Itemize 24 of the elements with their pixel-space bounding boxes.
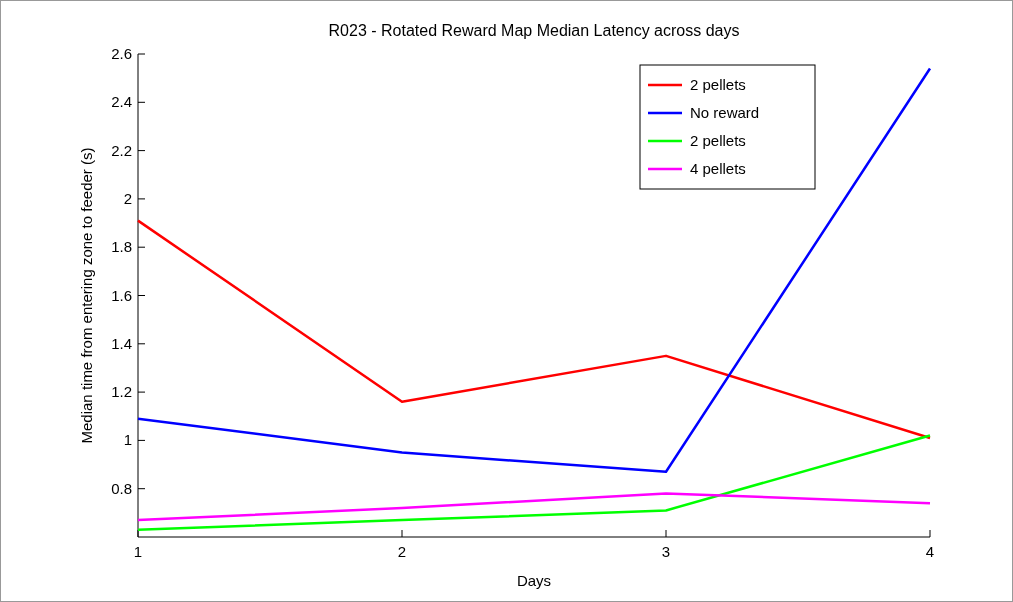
chart-title: R023 - Rotated Reward Map Median Latency across days (328, 22, 740, 39)
y-tick-label: 2 (123, 189, 132, 207)
y-tick-label: 1.2 (111, 383, 132, 401)
legend-label: No reward (690, 104, 760, 121)
x-axis-title: Days (516, 572, 552, 589)
legend-label: 2 pellets (690, 132, 746, 149)
x-tick-label: 4 (925, 543, 935, 560)
y-tick-label: 1.4 (111, 334, 132, 352)
line-series (136, 492, 932, 522)
line-series (136, 434, 932, 532)
y-axis-title: Median time from entering zone to feeder (s) (78, 147, 95, 444)
y-tick-label: 1.8 (111, 238, 132, 256)
line-series (136, 219, 932, 440)
y-tick-label: 1 (123, 431, 132, 449)
y-tick-label: 0.8 (111, 479, 132, 497)
x-tick-label: 3 (661, 543, 671, 560)
legend-label: 2 pellets (690, 76, 746, 93)
legend-label: 4 pellets (690, 160, 746, 177)
x-tick-label: 2 (397, 543, 407, 560)
line-series (136, 67, 932, 474)
y-tick-label: 2.6 (111, 45, 132, 62)
y-tick-label: 2.2 (111, 141, 132, 159)
y-tick-label: 1.6 (111, 286, 132, 304)
y-tick-label: 2.4 (111, 93, 132, 111)
